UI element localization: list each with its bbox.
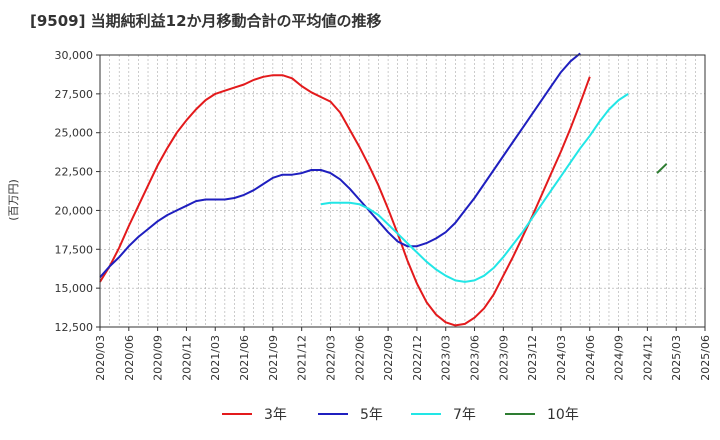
y-tick-label: 17,500: [55, 243, 94, 256]
series-line-1: [99, 74, 591, 327]
x-tick-label: 2021/06: [238, 335, 251, 381]
x-tick-label: 2020/12: [180, 335, 193, 381]
y-tick-label: 25,000: [55, 127, 94, 140]
x-tick-label: 2023/03: [440, 335, 453, 381]
y-tick-label: 12,500: [55, 321, 94, 334]
x-tick-label: 2022/09: [382, 335, 395, 381]
x-tick-label: 2022/12: [411, 335, 424, 381]
x-tick-label: 2022/03: [324, 335, 337, 381]
y-tick-label: 22,500: [55, 166, 94, 179]
y-tick-label: 30,000: [55, 49, 94, 62]
x-tick-label: 2023/06: [469, 335, 482, 381]
x-tick-label: 2025/03: [670, 335, 683, 381]
legend-label-1: 3年: [264, 407, 287, 423]
plot-frame: [99, 54, 706, 328]
x-tick-label: 2020/09: [152, 335, 165, 381]
x-tick-label: 2021/03: [209, 335, 222, 381]
x-tick-label: 2020/06: [123, 335, 136, 381]
series-lines: [99, 52, 668, 327]
legend: 3年 5年 7年 10年: [222, 407, 579, 423]
y-tick-label: 27,500: [55, 88, 94, 101]
y-tick-label: 15,000: [55, 282, 94, 295]
x-tick-label: 2024/03: [555, 335, 568, 381]
x-tick-label: 2024/12: [641, 335, 654, 381]
x-tick-label: 2023/09: [497, 335, 510, 381]
series-line-3: [320, 93, 629, 283]
x-axis-ticks: 2020/03 2020/06 2020/09 2020/12 2021/03 2021/…: [94, 327, 712, 381]
chart-title: [9509] 当期純利益12か月移動合計の平均値の推移: [30, 12, 382, 30]
x-tick-label: 2021/12: [296, 335, 309, 381]
x-tick-label: 2024/09: [613, 335, 626, 381]
x-tick-label: 2025/06: [699, 335, 712, 381]
x-tick-label: 2024/06: [584, 335, 597, 381]
plot-background: [100, 55, 705, 327]
series-line-4: [656, 163, 668, 174]
y-tick-label: 20,000: [55, 204, 94, 217]
y-axis-ticks: 30,000 27,500 25,000 22,500 20,000 17,500 15,0…: [55, 49, 100, 334]
y-axis-label: (百万円): [7, 179, 20, 221]
x-tick-label: 2020/03: [94, 335, 107, 381]
legend-label-4: 10年: [547, 407, 579, 423]
series-line-2: [99, 52, 581, 278]
legend-label-3: 7年: [453, 407, 476, 423]
x-tick-label: 2021/09: [267, 335, 280, 381]
legend-label-2: 5年: [360, 407, 383, 423]
x-tick-label: 2023/12: [526, 335, 539, 381]
x-tick-label: 2022/06: [353, 335, 366, 381]
